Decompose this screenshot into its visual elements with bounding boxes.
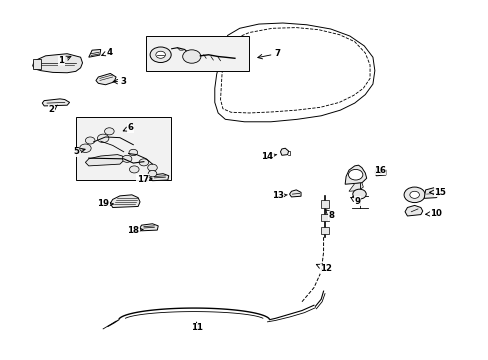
- Circle shape: [183, 50, 201, 63]
- Polygon shape: [345, 165, 366, 184]
- Circle shape: [156, 51, 165, 58]
- Polygon shape: [374, 168, 385, 176]
- Circle shape: [139, 159, 148, 166]
- Circle shape: [409, 191, 419, 198]
- Text: 19: 19: [97, 199, 113, 208]
- FancyBboxPatch shape: [76, 117, 170, 180]
- Polygon shape: [33, 59, 41, 69]
- Circle shape: [129, 149, 137, 156]
- Polygon shape: [33, 54, 82, 73]
- Circle shape: [122, 155, 132, 162]
- Polygon shape: [348, 183, 363, 191]
- Circle shape: [348, 170, 362, 180]
- Circle shape: [85, 137, 95, 144]
- Polygon shape: [150, 174, 168, 181]
- Polygon shape: [110, 195, 140, 207]
- Text: 4: 4: [102, 48, 112, 57]
- Polygon shape: [321, 213, 328, 221]
- Polygon shape: [321, 201, 328, 207]
- Text: 6: 6: [123, 123, 133, 132]
- Polygon shape: [96, 73, 116, 85]
- Polygon shape: [280, 148, 288, 155]
- Text: 18: 18: [127, 226, 142, 235]
- Polygon shape: [321, 226, 328, 234]
- Circle shape: [403, 187, 424, 203]
- Text: 12: 12: [316, 264, 331, 273]
- Text: 16: 16: [373, 166, 385, 175]
- Polygon shape: [89, 49, 101, 57]
- Text: 7: 7: [257, 49, 280, 59]
- Circle shape: [104, 128, 114, 135]
- Text: 1: 1: [59, 56, 71, 65]
- Text: 13: 13: [271, 192, 286, 201]
- Text: 15: 15: [428, 188, 445, 197]
- Text: 17: 17: [137, 175, 152, 184]
- Circle shape: [147, 164, 157, 171]
- Text: 10: 10: [425, 209, 441, 218]
- Circle shape: [80, 144, 91, 153]
- Circle shape: [97, 134, 109, 143]
- Circle shape: [129, 166, 139, 173]
- Polygon shape: [424, 188, 439, 198]
- Text: 14: 14: [261, 152, 276, 161]
- FancyBboxPatch shape: [146, 36, 249, 71]
- Text: 3: 3: [113, 77, 126, 86]
- Circle shape: [352, 189, 366, 199]
- Polygon shape: [85, 154, 124, 166]
- Polygon shape: [404, 206, 422, 216]
- Polygon shape: [289, 190, 301, 197]
- Text: 9: 9: [350, 197, 359, 206]
- Text: 2: 2: [49, 105, 58, 114]
- Text: 5: 5: [73, 147, 85, 156]
- Circle shape: [148, 171, 157, 177]
- Text: 8: 8: [325, 210, 334, 220]
- Polygon shape: [140, 224, 158, 231]
- Circle shape: [150, 47, 171, 63]
- Text: 11: 11: [190, 323, 202, 332]
- Polygon shape: [42, 99, 69, 106]
